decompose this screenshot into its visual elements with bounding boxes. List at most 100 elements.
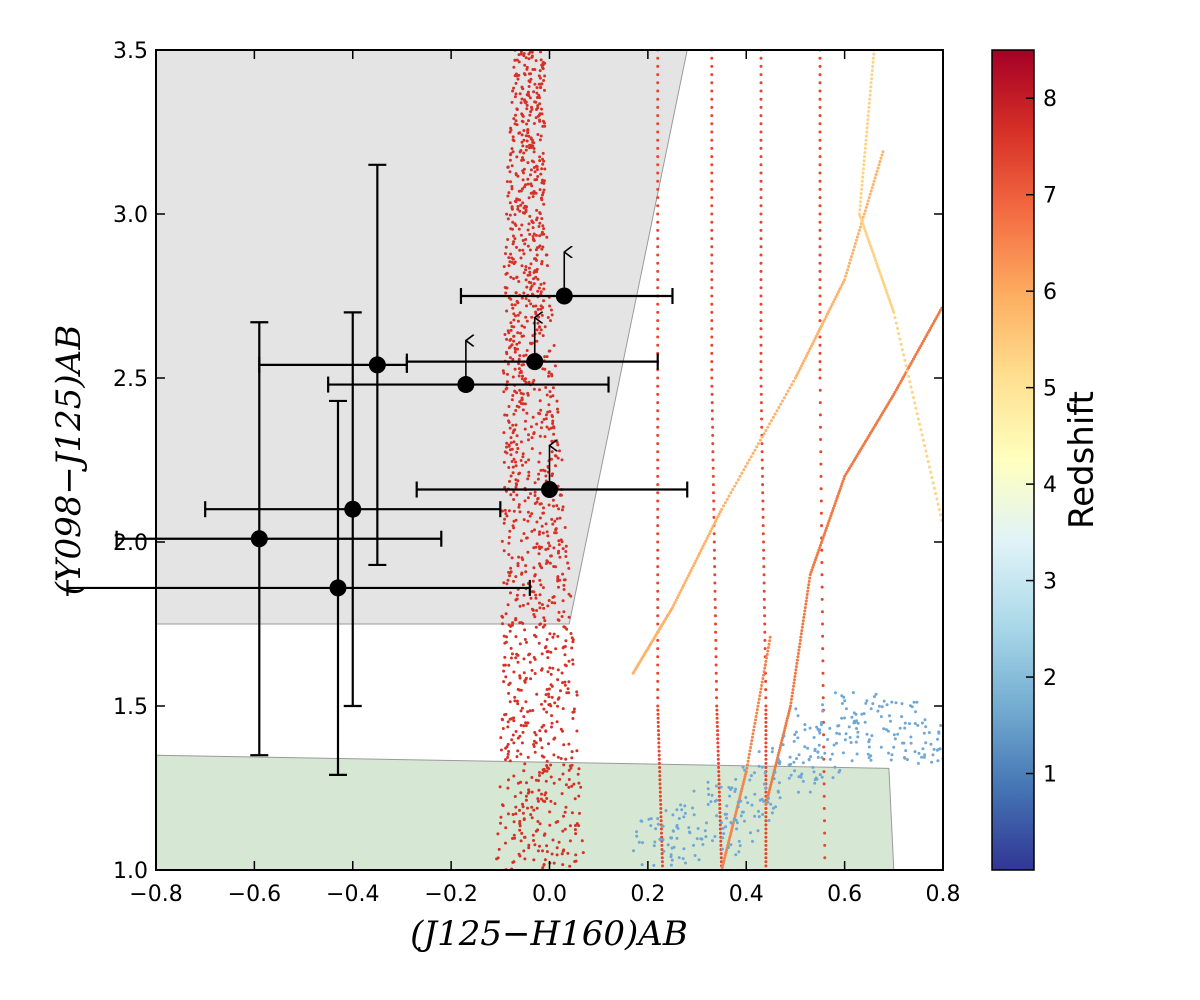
track-point xyxy=(548,632,552,636)
track-point xyxy=(734,787,738,791)
track-point xyxy=(715,517,719,521)
track-point xyxy=(819,324,823,328)
track-point xyxy=(710,56,714,60)
track-point xyxy=(818,97,822,101)
track-point xyxy=(507,750,511,753)
track-point xyxy=(527,846,531,850)
track-point xyxy=(873,256,877,260)
track-point xyxy=(657,741,661,745)
track-point xyxy=(509,591,512,595)
track-point xyxy=(552,504,555,508)
track-point xyxy=(711,458,715,462)
track-point xyxy=(573,797,577,801)
track-point xyxy=(531,226,535,230)
track-point xyxy=(526,550,530,554)
track-point xyxy=(923,718,927,722)
track-point xyxy=(570,756,574,760)
track-point xyxy=(507,443,511,447)
track-point xyxy=(505,445,508,449)
track-point xyxy=(527,57,531,61)
track-point xyxy=(549,683,553,687)
track-point xyxy=(815,553,819,557)
track-point xyxy=(894,388,898,392)
track-point xyxy=(706,780,710,784)
track-point xyxy=(875,169,879,173)
track-point xyxy=(771,746,775,750)
track-point xyxy=(719,785,723,789)
track-point xyxy=(540,792,543,796)
track-point xyxy=(502,371,506,375)
track-point xyxy=(514,812,518,816)
track-point xyxy=(521,603,525,607)
track-point xyxy=(695,837,699,841)
track-point xyxy=(522,252,526,256)
track-point xyxy=(868,93,872,97)
track-point xyxy=(544,253,548,257)
track-point xyxy=(818,294,822,298)
track-point xyxy=(539,82,543,86)
track-point xyxy=(657,753,661,757)
track-point xyxy=(818,360,822,364)
track-point xyxy=(567,680,571,684)
track-point xyxy=(508,338,512,342)
track-point xyxy=(856,232,860,236)
track-point xyxy=(543,74,547,78)
track-point xyxy=(659,802,663,806)
track-point xyxy=(499,736,503,740)
track-point xyxy=(877,163,881,167)
track-point xyxy=(809,755,813,759)
track-point xyxy=(556,410,560,414)
track-point xyxy=(914,353,918,356)
track-point xyxy=(856,721,860,725)
track-point xyxy=(524,148,528,152)
track-point xyxy=(523,211,527,215)
track-point xyxy=(730,826,734,830)
track-point xyxy=(776,790,780,794)
track-point xyxy=(510,398,514,402)
track-point xyxy=(741,784,745,788)
track-point xyxy=(930,324,934,328)
track-point xyxy=(759,187,763,191)
track-point xyxy=(497,847,501,851)
track-point xyxy=(660,856,664,860)
track-point xyxy=(558,555,562,559)
track-point xyxy=(500,539,504,543)
track-point xyxy=(835,731,839,735)
track-point xyxy=(519,233,523,237)
track-point xyxy=(542,227,546,231)
track-point xyxy=(747,756,751,760)
track-point xyxy=(759,64,763,68)
track-point xyxy=(763,622,767,626)
track-point xyxy=(778,796,782,800)
track-point xyxy=(762,548,766,552)
track-point xyxy=(903,358,907,362)
track-point xyxy=(716,733,720,737)
track-point xyxy=(536,799,540,803)
track-point xyxy=(834,499,838,503)
track-point xyxy=(656,163,660,167)
track-point xyxy=(797,645,801,649)
track-point xyxy=(870,73,874,77)
track-point xyxy=(664,809,668,813)
track-point xyxy=(819,438,823,441)
track-point xyxy=(932,319,936,323)
track-point xyxy=(733,814,737,818)
track-point xyxy=(510,652,514,656)
track-point xyxy=(756,704,760,708)
track-point xyxy=(513,836,517,840)
track-point xyxy=(914,710,917,714)
track-point xyxy=(767,790,771,794)
track-point xyxy=(534,59,538,63)
y-tick-label: 1.5 xyxy=(113,695,148,720)
track-point xyxy=(637,840,641,844)
track-point xyxy=(716,757,720,761)
track-point xyxy=(758,694,762,698)
track-point xyxy=(762,799,766,803)
track-point xyxy=(537,641,541,645)
track-point xyxy=(874,173,878,177)
track-point xyxy=(657,737,661,741)
track-point xyxy=(722,832,726,836)
track-point xyxy=(739,789,743,793)
track-point xyxy=(572,710,576,714)
track-point xyxy=(805,596,809,600)
